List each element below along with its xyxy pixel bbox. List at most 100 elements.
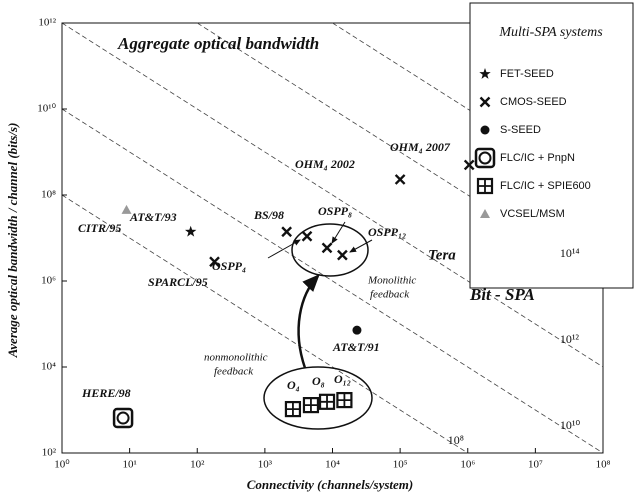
- x-tick-label: 10⁵: [393, 459, 408, 471]
- point: [302, 397, 320, 414]
- legend-label: S-SEED: [500, 124, 541, 136]
- x-tick-label: 10⁰: [54, 459, 70, 471]
- legend-label: CMOS-SEED: [500, 96, 567, 108]
- point: [301, 230, 313, 242]
- point: [121, 204, 132, 214]
- legend-box: [469, 2, 634, 289]
- point-part: [478, 151, 492, 165]
- x-tick-label: 10⁸: [596, 459, 611, 471]
- point-part: [209, 256, 220, 268]
- point-label: BS/98: [253, 208, 284, 222]
- x-tick-label: 10³: [258, 459, 273, 471]
- point-part: [303, 398, 318, 413]
- point-label: OSPP₈: [318, 204, 352, 218]
- point-part: [480, 125, 490, 135]
- point-part: [479, 68, 491, 79]
- bandwidth-line: [61, 108, 604, 454]
- point: [394, 174, 406, 185]
- annotation: feedback: [370, 289, 410, 301]
- point-label: SPARCL/95: [148, 275, 208, 289]
- legend-label: FLC/IC + PnpN: [500, 152, 575, 164]
- arrow: [267, 239, 301, 259]
- bandwidth-line: [61, 22, 604, 368]
- legend-marker: [480, 125, 490, 135]
- y-tick-label: 10⁸: [41, 189, 56, 201]
- x-tick-label: 10⁴: [325, 459, 340, 471]
- point-part: [463, 159, 475, 171]
- bandwidth-label: 10⁸: [448, 433, 464, 447]
- chart-title: Aggregate optical bandwidth: [117, 34, 319, 53]
- arrow: [331, 221, 346, 244]
- point-part: [321, 242, 333, 254]
- point: [463, 159, 475, 171]
- y-tick-label: 10⁶: [41, 275, 56, 287]
- bandwidth-line: [61, 194, 468, 454]
- bandwidth-label: 10¹⁴: [560, 246, 580, 260]
- point-label: O₄: [287, 378, 300, 392]
- point-part: [121, 204, 132, 214]
- annotation: nonmonolithic: [204, 352, 268, 364]
- point: [112, 407, 134, 429]
- point: [185, 225, 197, 237]
- point-label: O₈: [312, 374, 325, 388]
- point-label: AT&T/91: [332, 340, 380, 354]
- legend-marker: [480, 209, 490, 218]
- point-part: [320, 394, 335, 409]
- legend-label: FLC/IC + SPIE600: [500, 180, 591, 192]
- point: [284, 400, 302, 418]
- annotation: Monolithic: [367, 275, 416, 287]
- x-axis-label: Connectivity (channels/system): [247, 477, 413, 492]
- point: [318, 393, 336, 410]
- legend-marker: [474, 147, 496, 169]
- bandwidth-label: 10¹²: [560, 332, 580, 346]
- legend-marker: [479, 68, 491, 79]
- point: [337, 249, 348, 261]
- point-label: AT&T/93: [129, 210, 177, 224]
- annotation: Tera: [428, 247, 456, 263]
- y-tick-label: 10⁴: [41, 361, 56, 373]
- point: [336, 391, 353, 409]
- annotation: Bit - SPA: [469, 285, 535, 304]
- point-part: [337, 249, 348, 261]
- annotation: feedback: [214, 366, 254, 378]
- legend-label: VCSEL/MSM: [500, 208, 565, 220]
- point-label: OHM₄ 2007: [390, 140, 451, 154]
- y-tick-label: 10²: [42, 447, 57, 459]
- ellipse: [263, 366, 373, 430]
- point-label: CITR/95: [78, 221, 121, 235]
- x-tick-label: 10⁶: [460, 459, 475, 471]
- bandwidth-label: 10¹⁰: [560, 418, 581, 432]
- y-axis-label: Average optical bandwidth / channel (bit…: [5, 123, 20, 359]
- x-tick-label: 10²: [190, 459, 205, 471]
- point-part: [337, 393, 352, 408]
- legend-title: Multi-SPA systems: [498, 25, 603, 40]
- ellipse: [291, 223, 369, 277]
- point-part: [285, 402, 300, 417]
- point: [352, 325, 362, 335]
- point-part: [281, 226, 293, 238]
- arrow: [297, 274, 320, 369]
- x-tick-label: 10¹: [122, 459, 136, 471]
- point: [281, 226, 293, 238]
- y-tick-label: 10¹⁰: [37, 103, 56, 115]
- point-part: [479, 96, 491, 108]
- point-label: O₁₂: [334, 372, 351, 386]
- point-part: [352, 325, 362, 335]
- point-part: [116, 411, 130, 425]
- point: [321, 242, 333, 254]
- legend-marker: [479, 96, 491, 108]
- x-tick-label: 10⁷: [528, 459, 543, 471]
- point-label: OSPP₄: [212, 259, 246, 273]
- arrow: [349, 239, 373, 253]
- point-part: [478, 179, 492, 193]
- y-tick-label: 10¹²: [38, 17, 56, 29]
- point-label: OSPP₁₂: [368, 225, 406, 239]
- point-part: [185, 225, 197, 237]
- point-part: [301, 230, 313, 242]
- point: [209, 256, 220, 268]
- point-part: [394, 174, 406, 185]
- legend-label: FET-SEED: [500, 68, 554, 80]
- point-label: OHM₄ 2002: [295, 157, 355, 171]
- point-label: HERE/98: [81, 386, 131, 400]
